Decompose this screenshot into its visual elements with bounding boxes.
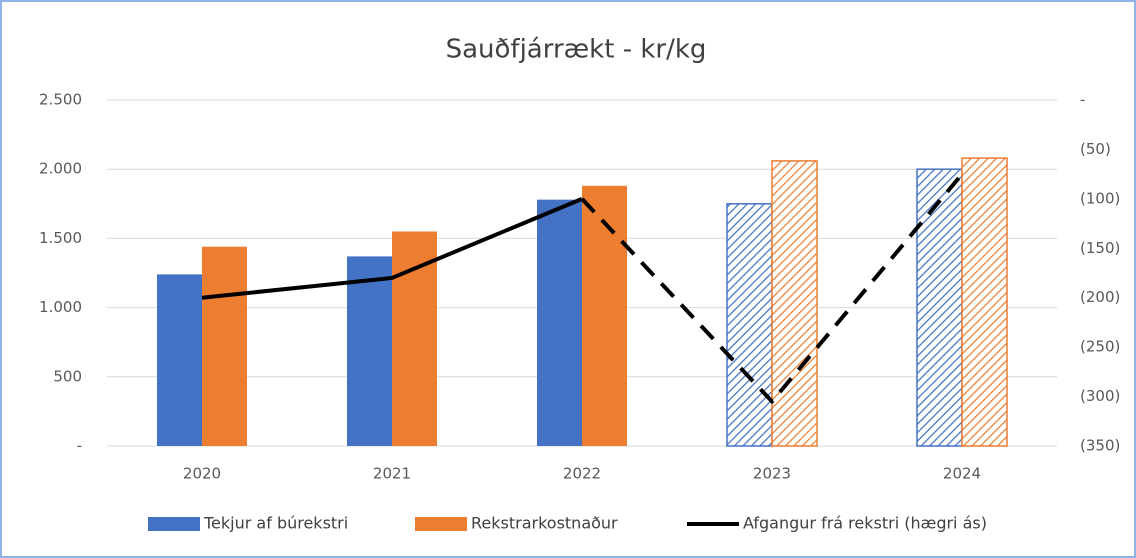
legend-label: Tekjur af búrekstri bbox=[203, 514, 348, 533]
legend-label: Rekstrarkostnaður bbox=[471, 514, 618, 533]
x-tick-label: 2020 bbox=[183, 465, 221, 483]
y2-tick-label: (250) bbox=[1080, 338, 1120, 356]
y-tick-label: 2.500 bbox=[39, 91, 82, 109]
bar bbox=[537, 199, 582, 446]
bar bbox=[157, 274, 202, 446]
bar bbox=[961, 157, 1008, 447]
y-tick-label: 500 bbox=[53, 367, 82, 385]
y2-tick-label: (150) bbox=[1080, 239, 1120, 257]
legend-label: Afgangur frá rekstri (hægri ás) bbox=[743, 514, 987, 533]
bar bbox=[347, 256, 392, 446]
x-tick-label: 2024 bbox=[943, 465, 981, 483]
bar bbox=[726, 203, 773, 447]
y-tick-label: - bbox=[77, 437, 82, 455]
y-tick-label: 1.000 bbox=[39, 298, 82, 316]
line bbox=[580, 172, 964, 404]
bar bbox=[582, 185, 627, 447]
x-tick-label: 2021 bbox=[373, 465, 411, 483]
bar bbox=[771, 160, 818, 447]
y2-tick-label: (350) bbox=[1080, 437, 1120, 455]
legend-swatch bbox=[148, 517, 200, 531]
x-tick-label: 2022 bbox=[563, 465, 601, 483]
y2-tick-label: (200) bbox=[1080, 288, 1120, 306]
bar bbox=[916, 168, 963, 447]
x-tick-label: 2023 bbox=[753, 465, 791, 483]
chart-title: Sauðfjárrækt - kr/kg bbox=[446, 35, 707, 65]
bar bbox=[202, 246, 247, 446]
y-tick-label: 1.500 bbox=[39, 229, 82, 247]
y-tick-label: 2.000 bbox=[39, 160, 82, 178]
line bbox=[201, 197, 583, 300]
y2-tick-label: (50) bbox=[1080, 140, 1111, 158]
y2-tick-label: (100) bbox=[1080, 189, 1120, 207]
y2-tick-label: (300) bbox=[1080, 387, 1120, 405]
y2-tick-label: - bbox=[1080, 91, 1085, 109]
legend-swatch bbox=[415, 517, 467, 531]
